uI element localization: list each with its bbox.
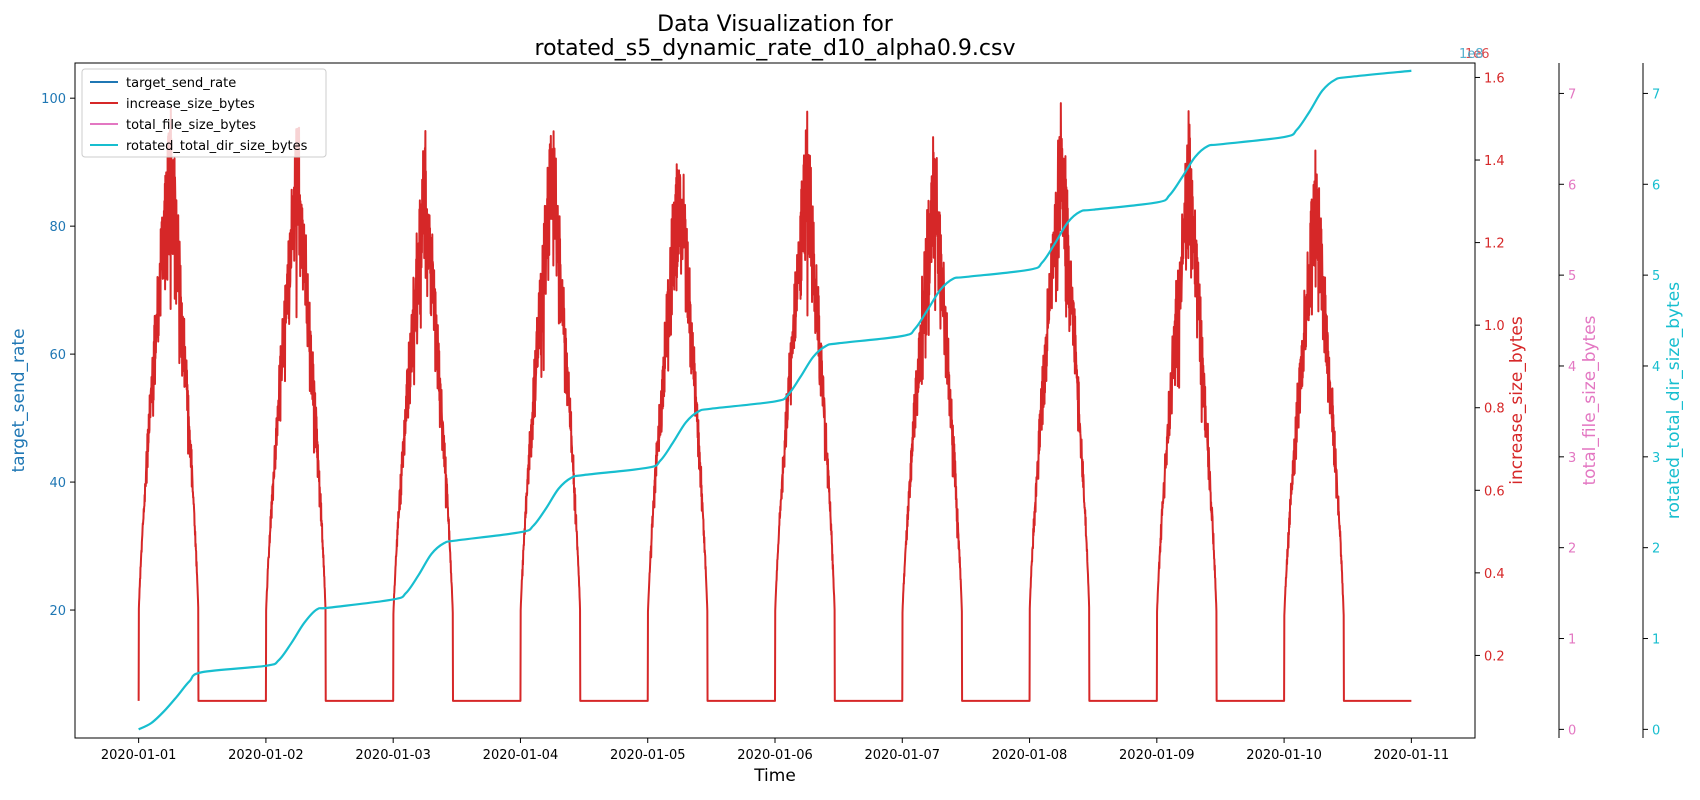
x-tick-label: 2020-01-03	[355, 748, 431, 763]
series-rotated-total-dir-size-bytes	[138, 69, 1412, 731]
series-increase-size-bytes	[137, 102, 1412, 702]
y-tick-label: 1.0	[1484, 319, 1505, 334]
y-tick-label: 5	[1568, 269, 1576, 284]
x-tick-label: 2020-01-07	[864, 748, 940, 763]
y-tick-label: 1	[1568, 633, 1576, 648]
x-tick-label: 2020-01-01	[101, 748, 177, 763]
y-tick-label: 3	[1568, 451, 1576, 466]
legend-entry-label: total_file_size_bytes	[126, 118, 256, 133]
legend-entry-label: target_send_rate	[126, 76, 236, 91]
x-tick-label: 2020-01-04	[483, 748, 559, 763]
y-axis-label: increase_size_bytes	[1507, 316, 1527, 485]
y-tick-label: 1.6	[1484, 71, 1505, 86]
chart-title-line: Data Visualization for	[657, 12, 894, 37]
y-tick-label: 20	[49, 604, 66, 619]
y-axis-offset-text: 1e8	[1459, 47, 1484, 62]
y-tick-label: 0.2	[1484, 649, 1505, 664]
y-axis-offset-text: 1e6	[1465, 47, 1490, 62]
y-axis-increase-size-bytes: 0.2 0.4 0.6 0.8 1.0 1.2 1.4 1.6 increase_size_by…	[1465, 47, 1527, 664]
y-tick-label: 0	[1652, 723, 1660, 738]
x-tick-label: 2020-01-08	[992, 748, 1068, 763]
x-tick-label: 2020-01-10	[1246, 748, 1322, 763]
y-tick-label: 100	[41, 92, 66, 107]
y-tick-label: 1.2	[1484, 237, 1505, 252]
x-tick-label: 2020-01-11	[1374, 748, 1450, 763]
y-tick-label: 2	[1652, 542, 1660, 557]
y-tick-label: 6	[1568, 178, 1576, 193]
series-layer	[137, 69, 1412, 731]
x-axis-label: Time	[753, 766, 796, 786]
y-tick-label: 1	[1652, 633, 1660, 648]
legend: target_send_rate increase_size_bytestotal…	[81, 68, 327, 158]
y-tick-label: 7	[1652, 87, 1660, 102]
y-tick-label: 4	[1568, 360, 1576, 375]
y-axes: 20406080100target_send_rate0.20.40.60.81…	[9, 47, 1684, 738]
legend-entry-label: rotated_total_dir_size_bytes	[126, 139, 308, 154]
y-tick-label: 0	[1568, 723, 1576, 738]
x-tick-label: 2020-01-05	[610, 748, 686, 763]
y-tick-label: 2	[1568, 542, 1576, 557]
y-tick-label: 5	[1652, 269, 1660, 284]
x-tick-label: 2020-01-09	[1119, 748, 1195, 763]
y-tick-label: 60	[49, 348, 66, 363]
y-axis-rotated-total-dir-size-bytes: 0 1 2 3 4 5 6 7 rotated_total_dir_size_bytes 1e8	[1459, 47, 1684, 738]
y-tick-label: 1.4	[1484, 154, 1505, 169]
y-axis-label: total_file_size_bytes	[1580, 315, 1600, 485]
y-axis-label: rotated_total_dir_size_bytes	[1664, 282, 1684, 519]
y-tick-label: 0.6	[1484, 484, 1505, 499]
legend-box	[81, 68, 327, 158]
legend-entry-label: increase_size_bytes	[126, 97, 255, 112]
x-tick-label: 2020-01-06	[737, 748, 813, 763]
y-axis-target-send-rate: 20 40 60 80 100 target_send_rate	[9, 92, 75, 619]
y-tick-label: 80	[49, 220, 66, 235]
y-tick-label: 0.4	[1484, 567, 1505, 582]
x-tick-label: 2020-01-02	[228, 748, 304, 763]
y-tick-label: 7	[1568, 87, 1576, 102]
chart-title-line: rotated_s5_dynamic_rate_d10_alpha0.9.csv	[535, 36, 1016, 61]
y-axis-total-file-size-bytes: 0 1 2 3 4 5 6 7 total_file_size_bytes 1e8	[1459, 47, 1600, 738]
x-axis: 2020-01-01 2020-01-02 2020-01-03 2020-01-04…	[101, 738, 1449, 786]
y-tick-label: 3	[1652, 451, 1660, 466]
y-axis-offset-text: 1e8	[1459, 47, 1484, 62]
y-tick-label: 4	[1652, 360, 1660, 375]
y-axis-label: target_send_rate	[9, 328, 29, 472]
y-tick-label: 40	[49, 476, 66, 491]
y-tick-label: 0.8	[1484, 402, 1505, 417]
y-tick-label: 6	[1652, 178, 1660, 193]
chart-title: Data Visualization forrotated_s5_dynamic…	[535, 12, 1016, 61]
